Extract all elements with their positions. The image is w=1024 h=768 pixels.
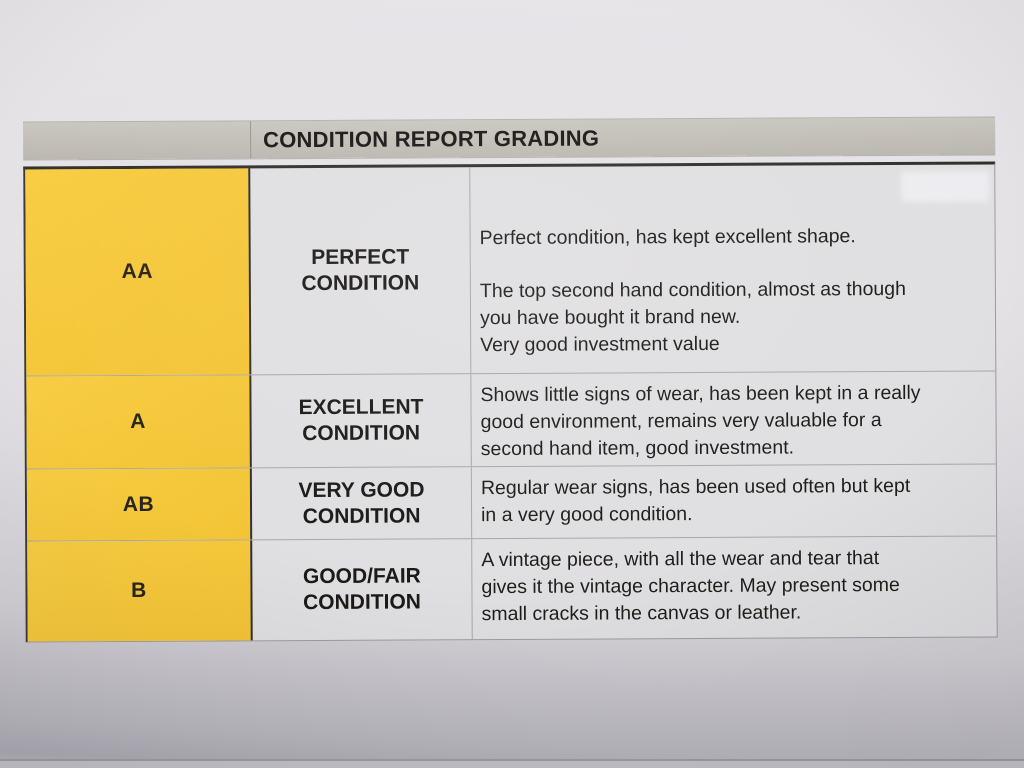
condition-name-label: EXCELLENT CONDITION <box>298 395 424 446</box>
grade-cell-b: B <box>27 540 253 642</box>
table-row-ab: AB VERY GOOD CONDITION Regular wear sign… <box>26 464 997 542</box>
condition-name-cell: PERFECT CONDITION <box>250 167 472 375</box>
description-paragraph: Perfect condition, has kept excellent sh… <box>479 225 856 250</box>
description-cell: Regular wear signs, has been used often … <box>472 464 996 538</box>
grade-label: B <box>131 578 147 602</box>
description-cell: Shows little signs of wear, has been kep… <box>471 371 995 466</box>
condition-name-cell: GOOD/FAIR CONDITION <box>252 539 473 641</box>
grade-cell-ab: AB <box>26 468 253 541</box>
condition-name-cell: VERY GOOD CONDITION <box>251 467 473 540</box>
table-body: AA PERFECT CONDITION Perfect condition, … <box>23 161 998 643</box>
table-row-b: B GOOD/FAIR CONDITION A vintage piece, w… <box>27 536 997 642</box>
description-paragraph: The top second hand condition, almost as… <box>479 277 906 330</box>
photo-bottom-edge <box>0 759 1024 768</box>
condition-name-label: GOOD/FAIR CONDITION <box>302 564 421 615</box>
condition-name-label: PERFECT CONDITION <box>301 245 420 296</box>
description-cell: A vintage piece, with all the wear and t… <box>472 536 997 639</box>
grade-label: A <box>130 409 146 433</box>
description-paragraph: Very good investment value <box>480 332 720 357</box>
condition-name-cell: EXCELLENT CONDITION <box>251 374 472 468</box>
table-row-aa: AA PERFECT CONDITION Perfect condition, … <box>25 164 996 377</box>
table-header-bar: CONDITION REPORT GRADING <box>23 116 996 160</box>
grade-cell-a: A <box>26 375 252 469</box>
condition-grading-table: CONDITION REPORT GRADING AA PERFECT COND… <box>23 116 998 643</box>
grade-label: AB <box>122 492 155 516</box>
table-title: CONDITION REPORT GRADING <box>263 125 600 152</box>
grade-label: AA <box>121 259 154 284</box>
description-paragraph: A vintage piece, with all the wear and t… <box>481 547 900 626</box>
paper-glare-artifact <box>901 171 990 202</box>
table-row-a: A EXCELLENT CONDITION Shows little signs… <box>26 371 996 470</box>
condition-name-label: VERY GOOD CONDITION <box>298 477 425 528</box>
description-paragraph: Shows little signs of wear, has been kep… <box>480 381 921 461</box>
grade-cell-aa: AA <box>25 168 252 376</box>
description-cell: Perfect condition, has kept excellent sh… <box>470 164 995 373</box>
header-title-cell: CONDITION REPORT GRADING <box>250 117 996 159</box>
header-empty-cell <box>23 121 250 159</box>
description-paragraph: Regular wear signs, has been used often … <box>480 474 911 527</box>
